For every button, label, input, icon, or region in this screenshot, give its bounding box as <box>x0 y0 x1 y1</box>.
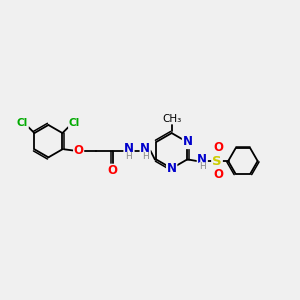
Text: H: H <box>199 162 206 171</box>
Text: O: O <box>213 168 223 181</box>
Text: N: N <box>124 142 134 155</box>
Text: O: O <box>74 144 84 157</box>
Text: N: N <box>140 142 150 155</box>
Text: CH₃: CH₃ <box>162 114 181 124</box>
Text: N: N <box>197 153 207 166</box>
Text: O: O <box>213 141 223 154</box>
Text: N: N <box>167 163 177 176</box>
Text: O: O <box>108 164 118 177</box>
Text: Cl: Cl <box>17 118 28 128</box>
Text: H: H <box>126 152 132 161</box>
Text: Cl: Cl <box>69 118 80 128</box>
Text: S: S <box>212 154 222 167</box>
Text: H: H <box>142 152 148 161</box>
Text: N: N <box>183 135 193 148</box>
